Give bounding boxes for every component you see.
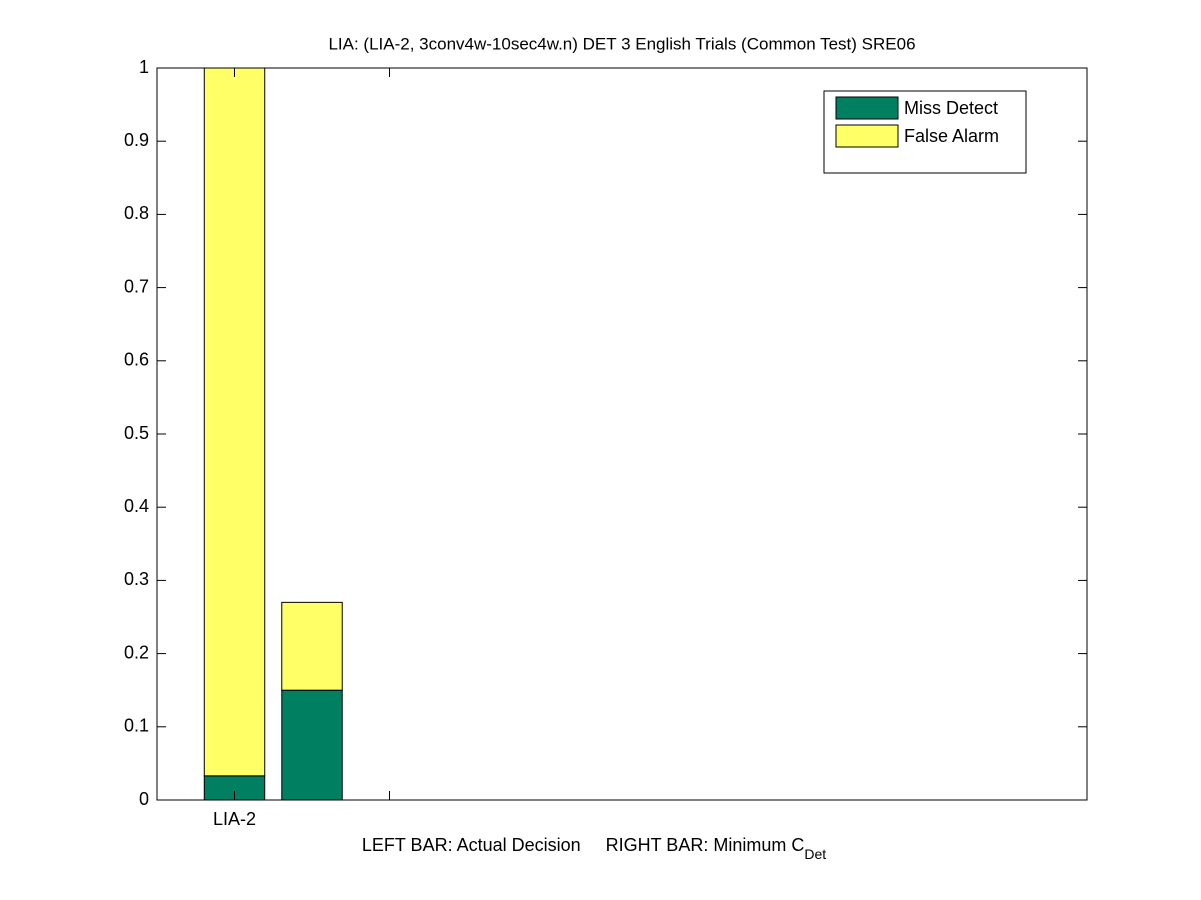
legend-swatch — [835, 96, 899, 120]
x-axis-label: LEFT BAR: Actual Decision RIGHT BAR: Min… — [362, 835, 826, 862]
legend-label: Miss Detect — [904, 98, 998, 118]
x-axis-label-main: LEFT BAR: Actual Decision RIGHT BAR: Min… — [362, 835, 804, 855]
y-tick-label: 0.8 — [124, 203, 149, 223]
y-tick-label: 0.1 — [124, 716, 149, 736]
bar-segment — [203, 67, 266, 777]
y-tick-label: 0.2 — [124, 642, 149, 662]
y-tick-label: 0 — [139, 789, 149, 809]
y-tick-label: 0.9 — [124, 130, 149, 150]
bar-segment — [281, 689, 343, 801]
legend-swatch — [835, 124, 899, 148]
bar-segment — [281, 601, 343, 691]
x-tick-label: LIA-2 — [213, 809, 256, 829]
y-tick-label: 0.6 — [124, 350, 149, 370]
y-tick-label: 0.7 — [124, 276, 149, 296]
y-tick-label: 0.4 — [124, 496, 149, 516]
y-tick-label: 1 — [139, 57, 149, 77]
x-axis-label-subscript: Det — [804, 846, 826, 862]
legend-label: False Alarm — [904, 126, 999, 146]
y-tick-label: 0.3 — [124, 569, 149, 589]
chart-title: LIA: (LIA-2, 3conv4w-10sec4w.n) DET 3 En… — [328, 34, 915, 53]
y-tick-label: 0.5 — [124, 423, 149, 443]
